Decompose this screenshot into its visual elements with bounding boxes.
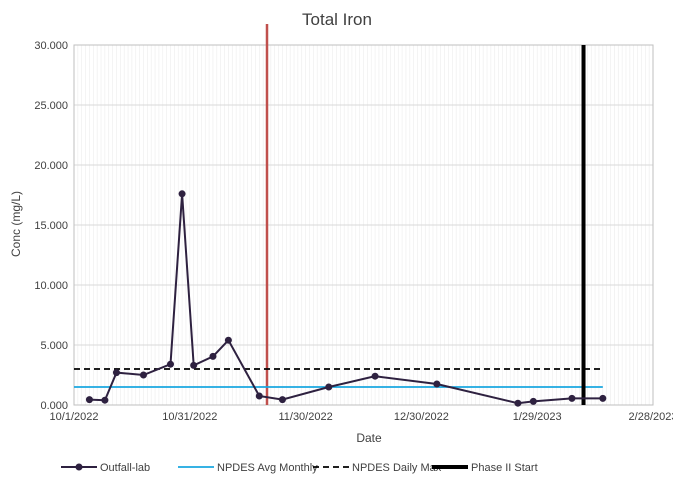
outfall-lab-point	[209, 352, 217, 360]
outfall-lab-point	[529, 397, 537, 405]
y-tick-label: 0.000	[40, 400, 68, 412]
x-axis-title: Date	[356, 431, 382, 445]
legend-label: Outfall-lab	[100, 462, 150, 474]
chart-title: Total Iron	[302, 10, 372, 29]
legend-label: NPDES Avg Monthly	[217, 462, 318, 474]
legend-item: Phase II Start	[432, 462, 538, 474]
y-tick-label: 30.000	[34, 40, 68, 52]
outfall-lab-point	[178, 190, 186, 198]
legend-marker-outfall-lab	[75, 463, 83, 471]
y-tick-label: 15.000	[34, 220, 68, 232]
x-tick-label: 1/29/2023	[513, 411, 562, 423]
outfall-lab-point	[255, 392, 263, 400]
x-tick-label: 11/30/2022	[278, 411, 332, 423]
legend-label: Phase II Start	[471, 462, 538, 474]
outfall-lab-point	[568, 394, 576, 402]
legend-item: NPDES Daily Max	[313, 462, 442, 474]
outfall-lab-point	[599, 394, 607, 402]
x-tick-label: 10/31/2022	[162, 411, 217, 423]
outfall-lab-series	[85, 190, 607, 407]
plot-area: 0.000 5.000 10.000 15.000 20.000 25.000 30.000…	[34, 24, 673, 423]
y-tick-labels: 0.000 5.000 10.000 15.000 20.000 25.000 30.000	[34, 40, 68, 412]
outfall-lab-point	[325, 383, 333, 391]
outfall-lab-point	[190, 361, 198, 369]
x-tick-label: 2/28/2023	[629, 411, 673, 423]
outfall-lab-point	[514, 399, 522, 407]
gridlines	[73, 44, 654, 406]
legend-label: NPDES Daily Max	[352, 462, 442, 474]
y-tick-label: 25.000	[34, 100, 68, 112]
outfall-lab-point	[278, 396, 286, 404]
x-tick-labels: 10/1/2022 10/31/2022 11/30/2022 12/30/2022 1…	[50, 411, 673, 423]
outfall-lab-point	[433, 380, 441, 388]
x-tick-label: 12/30/2022	[394, 411, 449, 423]
outfall-lab-point	[112, 369, 120, 377]
y-tick-label: 20.000	[34, 160, 68, 172]
y-axis-title: Conc (mg/L)	[9, 191, 23, 257]
y-tick-label: 5.000	[40, 340, 68, 352]
y-tick-label: 10.000	[34, 280, 68, 292]
outfall-lab-point	[224, 336, 232, 344]
legend-item: Outfall-lab	[61, 462, 150, 474]
outfall-lab-point	[101, 396, 109, 404]
legend-item: NPDES Avg Monthly	[178, 462, 318, 474]
outfall-lab-point	[167, 360, 174, 368]
plot-border	[73, 44, 654, 406]
x-tick-label: 10/1/2022	[50, 411, 99, 423]
outfall-lab-point	[139, 371, 147, 379]
outfall-lab-point	[371, 372, 379, 380]
legend: Outfall-lab NPDES Avg Monthly NPDES Daily …	[61, 462, 538, 474]
outfall-lab-point	[85, 396, 93, 404]
